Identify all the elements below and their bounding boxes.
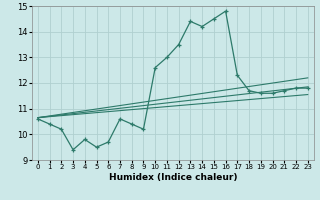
X-axis label: Humidex (Indice chaleur): Humidex (Indice chaleur) — [108, 173, 237, 182]
